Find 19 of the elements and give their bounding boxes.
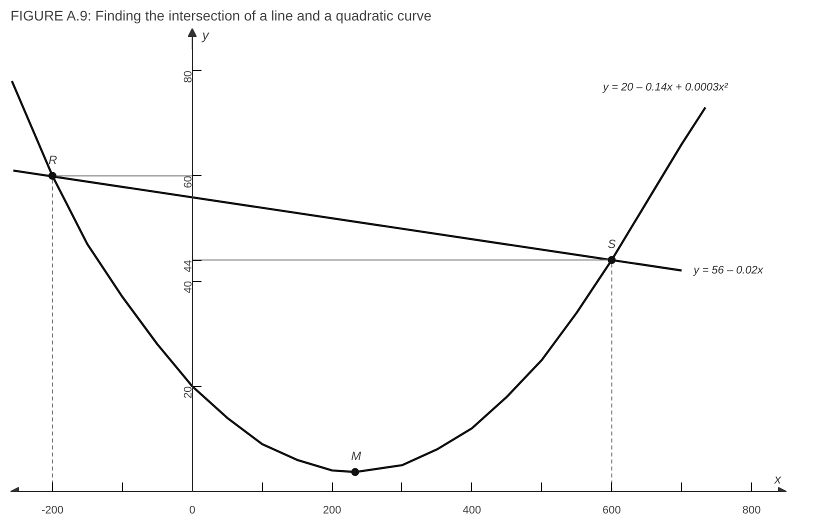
y-tick-label: 40 <box>182 281 194 294</box>
y-tick-label: 20 <box>182 386 194 399</box>
x-tick-label: 800 <box>742 504 761 516</box>
x-tick-label: 0 <box>189 504 196 516</box>
y-tick-label: 60 <box>182 176 194 188</box>
x-tick-label: -200 <box>41 504 64 516</box>
y-tick-label: 44 <box>182 260 194 272</box>
annotation: M <box>351 449 362 464</box>
x-tick-label: 400 <box>462 504 482 516</box>
y-axis-title: y <box>201 28 210 42</box>
x-axis-title: x <box>774 472 782 486</box>
annotation: S <box>608 237 616 251</box>
chart-title: FIGURE A.9: Finding the intersection of a line and a quadratic curve <box>10 8 432 24</box>
text: y = 20 – 0.14x + 0.0003x² <box>602 81 728 94</box>
x-tick-label: 600 <box>602 504 621 516</box>
x-tick-label: 200 <box>322 504 342 516</box>
annotation: R <box>48 152 58 167</box>
series-label: y = 56 – 0.02x <box>692 264 764 277</box>
y-tick-label: 80 <box>182 70 194 83</box>
